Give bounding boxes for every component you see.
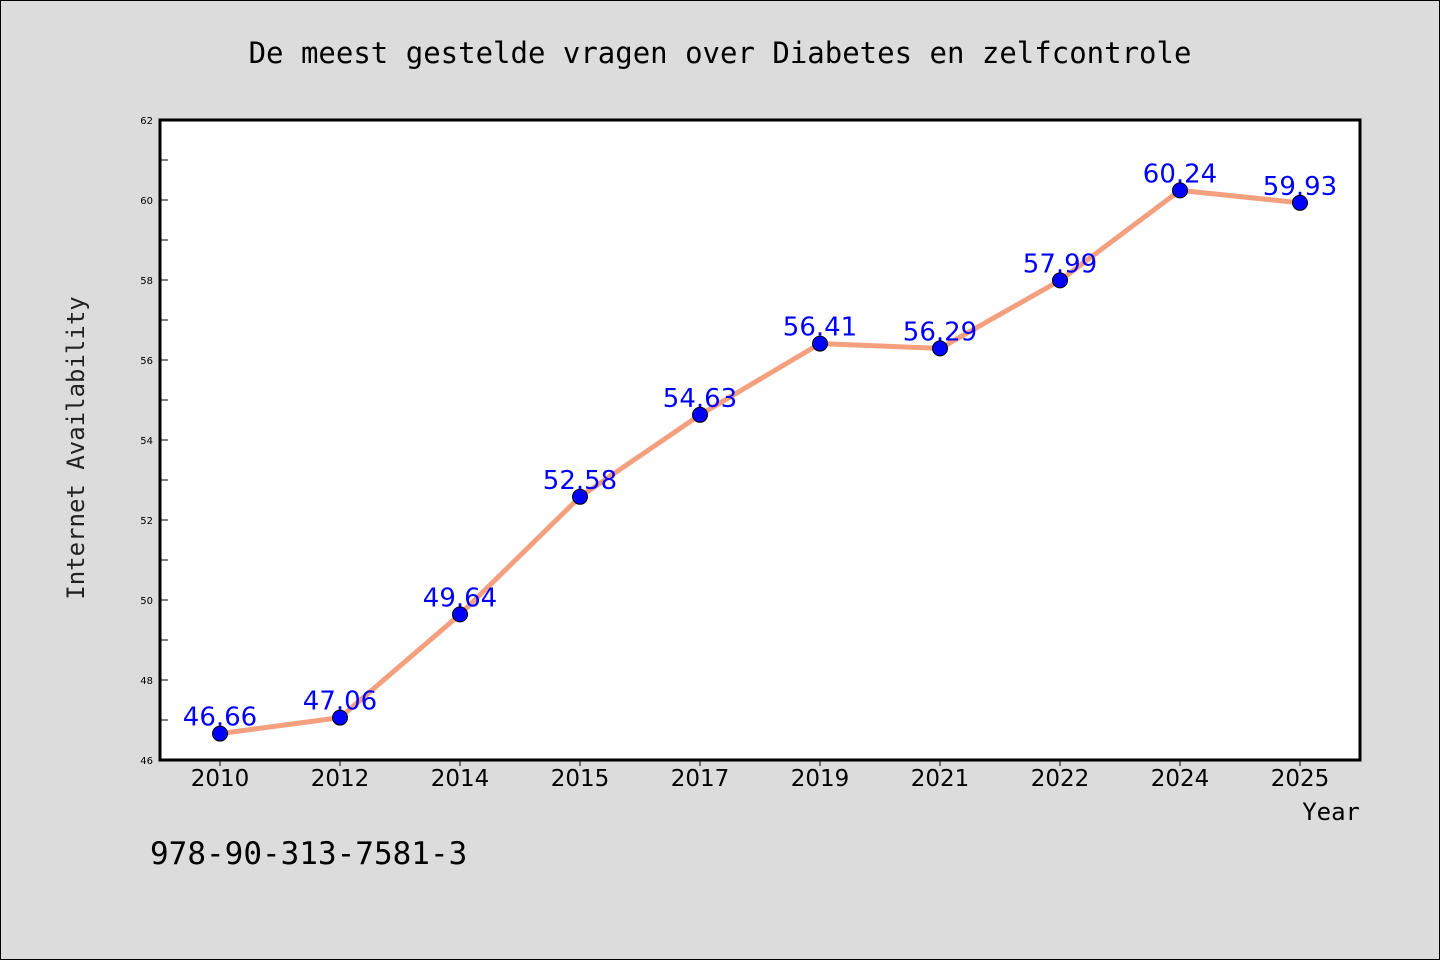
data-point [932,340,948,357]
data-label: 59.93 [1263,172,1337,202]
x-tick-label: 2012 [311,766,370,792]
data-label: 56.41 [783,313,857,343]
data-point [212,725,228,742]
data-label: 60.24 [1143,159,1217,189]
data-point [572,488,588,505]
x-axis: 2010 2012 2014 2015 2017 2019 2021 2022 2024 2025 [191,760,1330,792]
data-label: 46.66 [183,703,257,733]
plot-area [158,118,1362,762]
data-label: 54.63 [663,384,737,414]
data-point [332,709,348,726]
y-tick-label: 52 [140,516,153,527]
x-tick-label: 2021 [911,766,970,792]
x-tick-label: 2010 [191,766,250,792]
data-label: 49.64 [423,583,497,613]
y-tick-label: 46 [140,756,153,767]
data-point [1172,182,1188,199]
data-point [452,606,468,623]
y-tick-label: 54 [140,436,153,447]
x-tick-label: 2024 [1151,766,1210,792]
x-tick-label: 2014 [431,766,490,792]
data-label: 47.06 [303,687,377,717]
x-tick-label: 2017 [671,766,730,792]
y-tick-label: 58 [140,276,153,287]
data-label: 57.99 [1023,249,1097,279]
data-point [1052,272,1068,289]
x-axis-label: Year [1302,798,1360,826]
y-tick-label: 50 [140,596,153,607]
data-point [812,335,828,352]
data-point [1292,194,1308,211]
data-label: 56.29 [903,317,977,347]
data-label: 52.58 [543,466,617,496]
y-tick-label: 48 [140,676,153,687]
data-series: 46.66 47.06 49.64 52.58 54.63 56.41 56.29 57.99… [183,159,1337,742]
chart-title: De meest gestelde vragen over Diabetes e… [249,36,1192,70]
y-tick-label: 60 [140,196,153,207]
y-tick-label: 56 [140,356,153,367]
y-tick-label: 62 [140,116,153,127]
y-axis-label: Internet Availability [62,296,90,599]
y-axis: 46 48 50 52 54 56 58 60 62 [140,116,168,767]
data-point [692,406,708,423]
x-tick-label: 2022 [1031,766,1090,792]
series-line [217,187,1303,737]
isbn-footer: 978-90-313-7581-3 [150,836,467,872]
x-tick-label: 2015 [551,766,610,792]
x-tick-label: 2025 [1271,766,1330,792]
x-tick-label: 2019 [791,766,850,792]
